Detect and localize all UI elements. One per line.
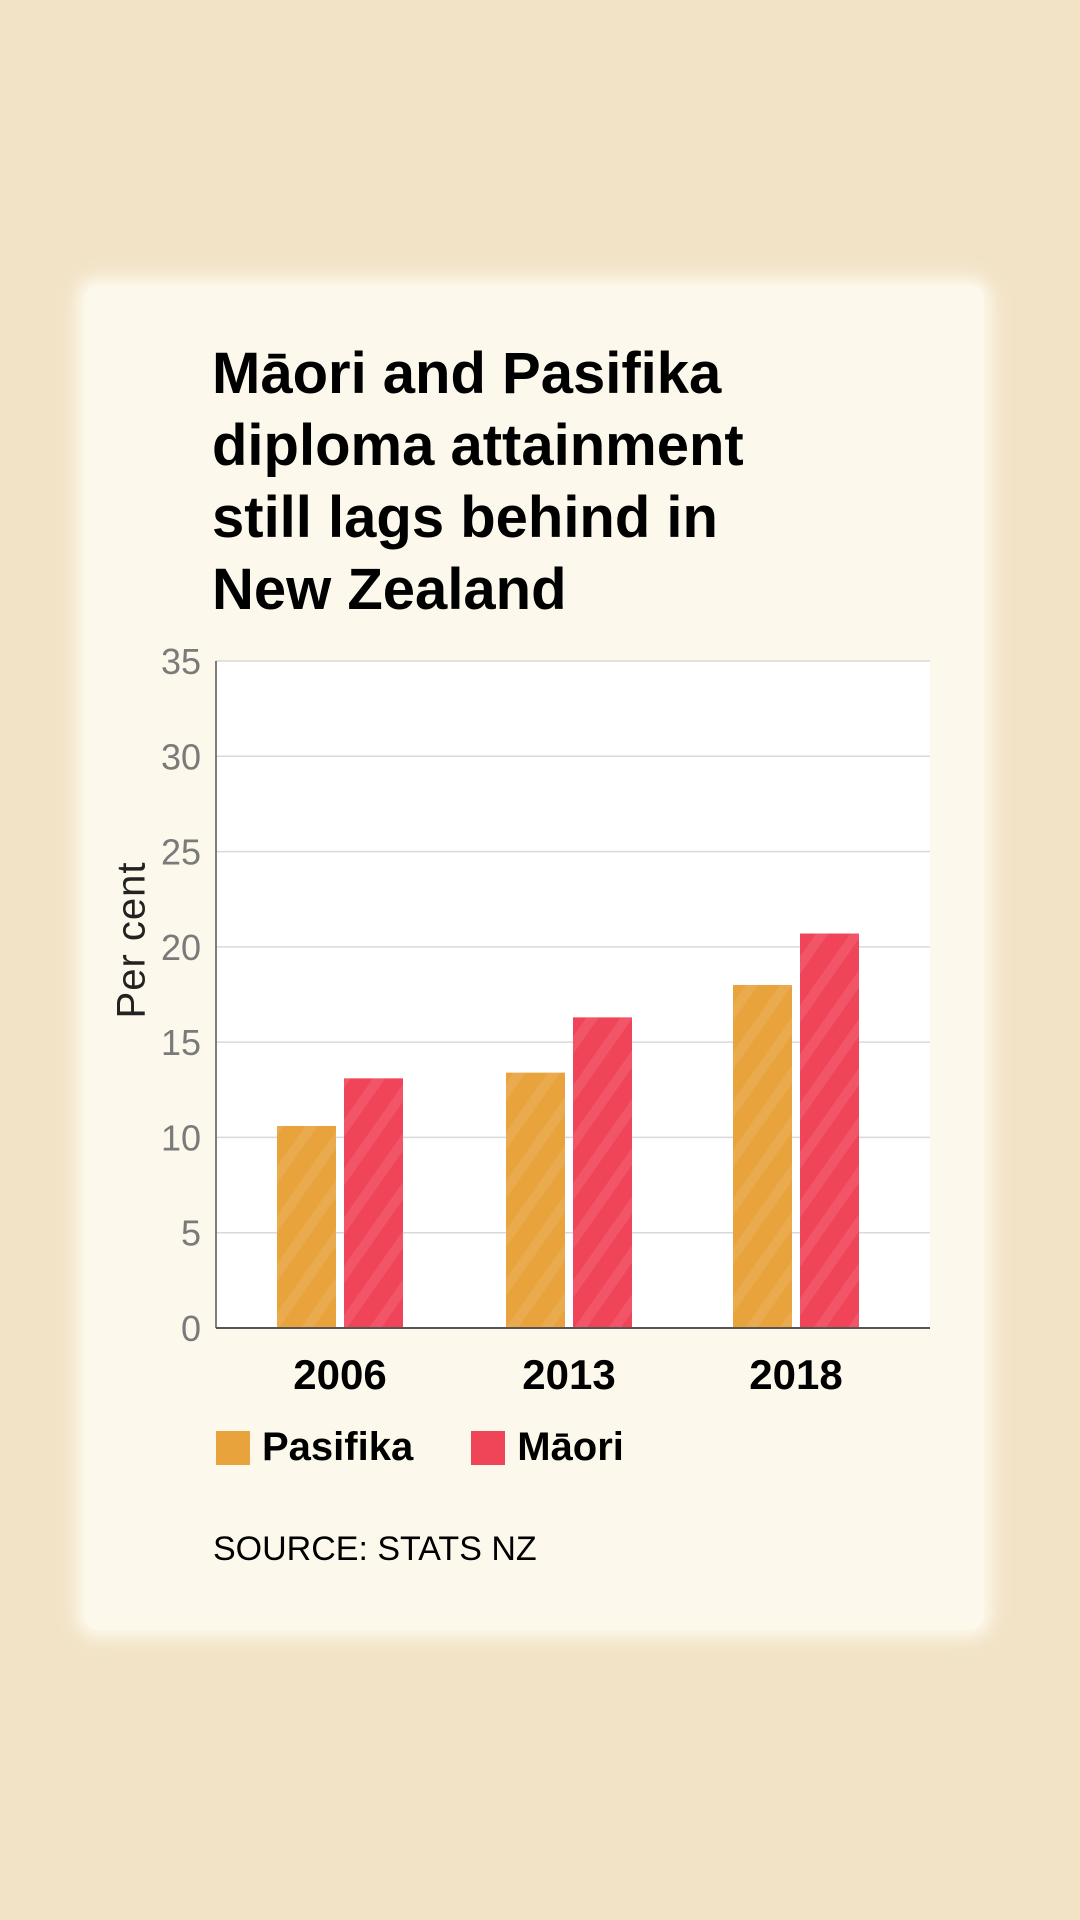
- y-tick-label: 30: [161, 736, 201, 777]
- tick-labels: 0 5 10 15 20 25 30 35 2006 2013 2018: [161, 641, 843, 1398]
- legend-item-maori: Māori: [471, 1425, 624, 1470]
- x-tick-label-2006: 2006: [293, 1351, 386, 1398]
- bar-texture-maori-2013: [573, 1017, 632, 1328]
- axes: [215, 661, 930, 1329]
- y-tick-label: 35: [161, 641, 201, 682]
- y-tick-label: 20: [161, 927, 201, 968]
- legend-label-maori: Māori: [517, 1425, 624, 1469]
- bar-texture-pasifika-2006: [277, 1125, 336, 1328]
- x-tick-label-2018: 2018: [749, 1351, 842, 1398]
- legend: Pasifika Māori: [216, 1425, 682, 1470]
- bars: [277, 933, 859, 1328]
- y-axis-label: Per cent: [109, 861, 154, 1019]
- y-tick-label: 15: [161, 1022, 201, 1063]
- bar-texture-pasifika-2018: [733, 984, 792, 1328]
- legend-swatch-maori: [471, 1430, 506, 1465]
- bar-texture-maori-2018: [800, 933, 859, 1328]
- y-tick-label: 0: [181, 1308, 201, 1349]
- y-tick-label: 10: [161, 1117, 201, 1158]
- y-tick-label: 5: [181, 1213, 201, 1254]
- bar-texture-maori-2006: [344, 1078, 403, 1328]
- legend-item-pasifika: Pasifika: [216, 1425, 413, 1470]
- bar-texture-pasifika-2013: [506, 1072, 565, 1328]
- x-tick-label-2013: 2013: [522, 1351, 615, 1398]
- chart-title: Māori and Pasifika diploma attainment st…: [212, 341, 744, 622]
- source-note: SOURCE: STATS NZ: [213, 1530, 537, 1568]
- legend-label-pasifika: Pasifika: [262, 1425, 414, 1469]
- y-tick-label: 25: [161, 832, 201, 873]
- legend-swatch-pasifika: [216, 1430, 250, 1465]
